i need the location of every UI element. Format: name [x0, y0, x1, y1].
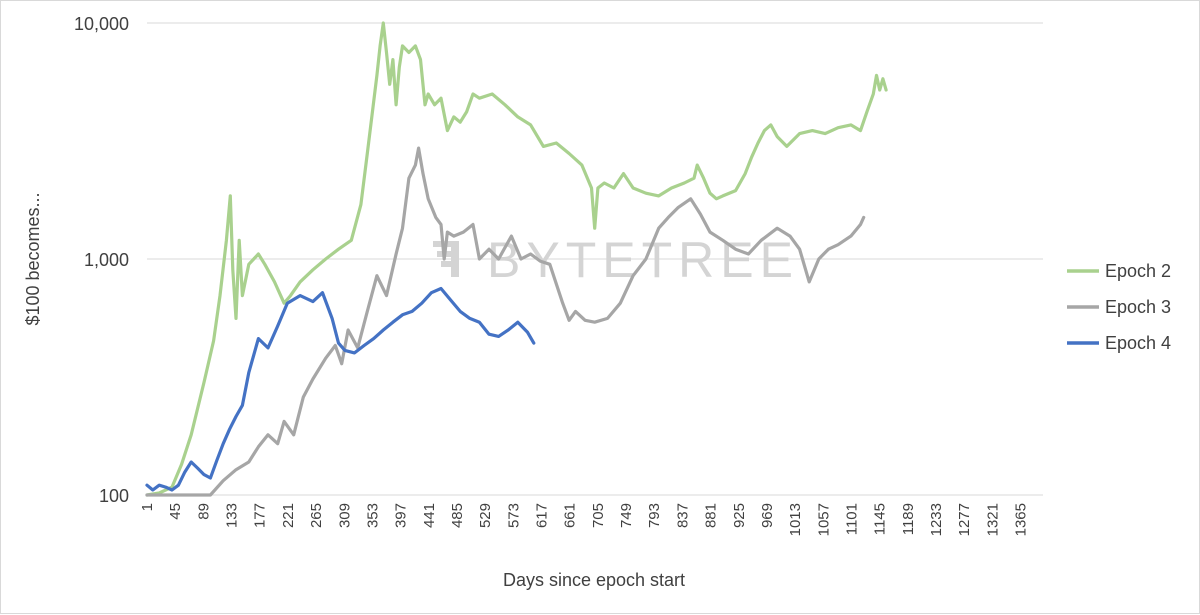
x-tick-label: 925	[731, 503, 748, 528]
watermark-text: BYTETREE	[487, 232, 799, 288]
watermark: BYTETREE	[433, 232, 799, 288]
y-axis-ticks: 100 1,000 10,000	[74, 14, 129, 506]
x-tick-label: 1145	[872, 503, 889, 535]
x-tick-label: 309	[336, 503, 353, 528]
x-tick-label: 45	[167, 503, 184, 520]
x-tick-label: 485	[449, 503, 466, 528]
x-tick-label: 749	[618, 503, 635, 528]
x-tick-label: 221	[280, 503, 297, 528]
x-tick-label: 969	[759, 503, 776, 528]
x-tick-label: 661	[562, 503, 579, 528]
y-axis-title: $100 becomes...	[23, 192, 43, 325]
x-tick-label: 881	[703, 503, 720, 528]
x-tick-label: 133	[224, 503, 241, 528]
x-tick-label: 177	[252, 503, 269, 528]
series-layer	[145, 21, 888, 497]
x-tick-label: 1277	[956, 503, 973, 536]
x-tick-label: 441	[421, 503, 438, 528]
x-tick-label: 573	[505, 503, 522, 528]
x-tick-label: 1013	[787, 503, 804, 536]
x-tick-label: 1233	[928, 503, 945, 536]
legend-label: Epoch 4	[1105, 333, 1171, 353]
legend-label: Epoch 3	[1105, 297, 1171, 317]
x-tick-label: 89	[195, 503, 212, 520]
y-tick-label: 100	[99, 486, 129, 506]
x-tick-label: 529	[477, 503, 494, 528]
x-axis-title: Days since epoch start	[503, 570, 685, 590]
x-tick-label: 353	[364, 503, 381, 528]
series-line-epoch-2	[145, 21, 888, 497]
legend: Epoch 2 Epoch 3 Epoch 4	[1067, 261, 1171, 353]
gridlines	[147, 22, 1043, 496]
y-tick-label: 1,000	[84, 250, 129, 270]
x-tick-label: 397	[393, 503, 410, 528]
series-line-epoch-3	[145, 146, 866, 497]
x-tick-label: 1189	[900, 503, 917, 535]
x-tick-label: 1365	[1013, 503, 1030, 536]
x-tick-label: 1101	[844, 503, 861, 535]
x-tick-label: 617	[534, 503, 551, 528]
y-tick-label: 10,000	[74, 14, 129, 34]
x-tick-label: 837	[674, 503, 691, 528]
legend-label: Epoch 2	[1105, 261, 1171, 281]
x-tick-label: 1	[139, 503, 156, 511]
series-line-epoch-4	[145, 286, 536, 492]
x-tick-label: 705	[590, 503, 607, 528]
x-tick-label: 1321	[984, 503, 1001, 536]
x-tick-label: 1057	[815, 503, 832, 536]
x-axis-ticks: 1 45 89 133 177 221 265 309 353 397 441 485 529 573 61…	[139, 503, 1030, 536]
x-tick-label: 793	[646, 503, 663, 528]
x-tick-label: 265	[308, 503, 325, 528]
